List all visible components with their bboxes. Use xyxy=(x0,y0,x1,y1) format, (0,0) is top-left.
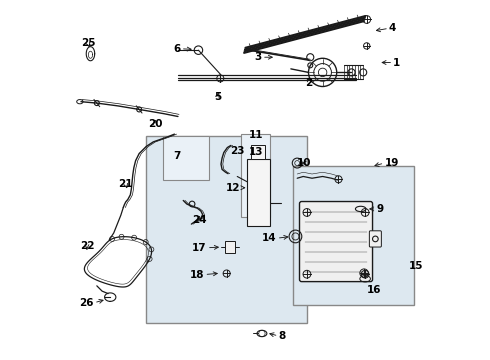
Bar xyxy=(247,159,270,226)
Text: 5: 5 xyxy=(214,92,221,102)
Text: 2: 2 xyxy=(306,78,313,88)
Text: 1: 1 xyxy=(393,58,400,68)
Text: 8: 8 xyxy=(278,331,286,341)
FancyBboxPatch shape xyxy=(299,202,372,282)
Text: 16: 16 xyxy=(367,285,381,295)
Text: 15: 15 xyxy=(409,261,423,271)
Bar xyxy=(225,241,236,253)
Text: 7: 7 xyxy=(173,151,181,161)
Bar xyxy=(146,136,307,323)
Text: 4: 4 xyxy=(389,23,396,33)
Text: 19: 19 xyxy=(384,158,399,168)
Bar xyxy=(293,166,415,305)
Bar xyxy=(251,145,266,159)
Text: 14: 14 xyxy=(262,233,277,243)
FancyBboxPatch shape xyxy=(369,231,381,247)
Text: 25: 25 xyxy=(81,38,95,48)
Text: 20: 20 xyxy=(148,118,162,129)
Text: 22: 22 xyxy=(80,241,94,251)
Text: 17: 17 xyxy=(192,243,207,253)
Text: 9: 9 xyxy=(376,204,383,214)
Text: 18: 18 xyxy=(190,270,204,280)
Text: 11: 11 xyxy=(248,130,263,140)
Bar xyxy=(163,136,209,180)
Text: 10: 10 xyxy=(297,158,312,168)
Text: 21: 21 xyxy=(119,179,133,189)
Text: 6: 6 xyxy=(173,44,181,54)
Text: 12: 12 xyxy=(226,183,241,193)
Text: 26: 26 xyxy=(79,298,94,308)
Text: 23: 23 xyxy=(230,146,245,156)
Bar xyxy=(242,134,270,217)
Text: 3: 3 xyxy=(255,52,262,62)
Text: 13: 13 xyxy=(248,148,263,157)
Text: 24: 24 xyxy=(192,215,206,225)
